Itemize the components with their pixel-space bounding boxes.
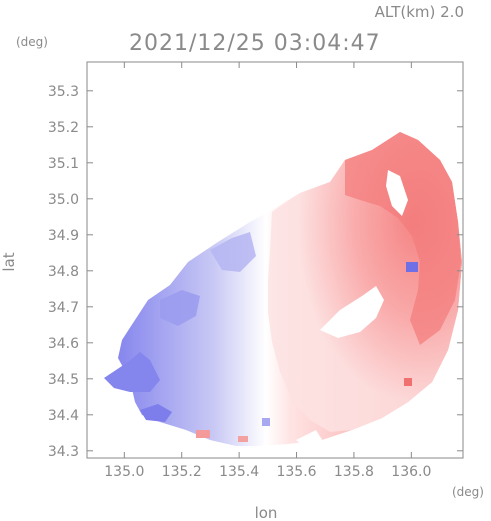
echo-gap (296, 430, 326, 450)
x-tick-label: 135.2 (162, 464, 202, 480)
x-tick-label: 135.6 (276, 464, 316, 480)
echo-ring-band (345, 132, 461, 345)
x-tick-label: 136.0 (391, 464, 431, 480)
echo-speckle (404, 378, 412, 386)
y-tick-label: 35.0 (48, 192, 79, 208)
y-tick-label: 34.8 (48, 264, 79, 280)
echo-gap (320, 286, 384, 338)
x-axis-unit: (deg) (452, 485, 484, 499)
echo-approaching-patch (104, 352, 160, 392)
echo-gap (386, 170, 408, 216)
y-tick-label: 34.9 (48, 228, 79, 244)
x-tick-label: 135.0 (104, 464, 144, 480)
radar-echo-field (104, 132, 462, 450)
y-axis-unit: (deg) (16, 35, 48, 49)
y-tick-label: 34.4 (48, 408, 79, 424)
echo-approaching-patch (210, 232, 256, 272)
x-tick-label: 135.4 (219, 464, 259, 480)
y-tick-label: 35.3 (48, 84, 79, 100)
echo-speckle (406, 262, 418, 272)
plot-frame (86, 61, 464, 459)
echo-speckle (262, 418, 270, 426)
y-axis-ticks: 34.3 34.4 34.5 34.6 34.7 34.8 34.9 35.0 35.1 35.2… (48, 84, 463, 460)
x-tick-label: 135.8 (334, 464, 374, 480)
y-tick-label: 35.1 (48, 156, 79, 172)
y-tick-label: 35.2 (48, 120, 79, 136)
echo-approaching-patch (140, 404, 172, 422)
y-tick-label: 34.5 (48, 372, 79, 388)
y-tick-label: 34.6 (48, 336, 79, 352)
x-axis-ticks: 135.0 135.2 135.4 135.6 135.8 136.0 (104, 62, 431, 480)
x-axis-label: lon (255, 504, 278, 521)
y-tick-label: 34.7 (48, 300, 79, 316)
echo-speckle (238, 436, 248, 442)
y-tick-label: 34.3 (48, 444, 79, 460)
altitude-label: ALT(km) 2.0 (375, 3, 464, 21)
echo-approaching-patch (160, 290, 200, 326)
echo-speckle (196, 430, 210, 438)
y-axis-label: lat (0, 252, 18, 271)
timestamp-title: 2021/12/25 03:04:47 (129, 31, 381, 56)
